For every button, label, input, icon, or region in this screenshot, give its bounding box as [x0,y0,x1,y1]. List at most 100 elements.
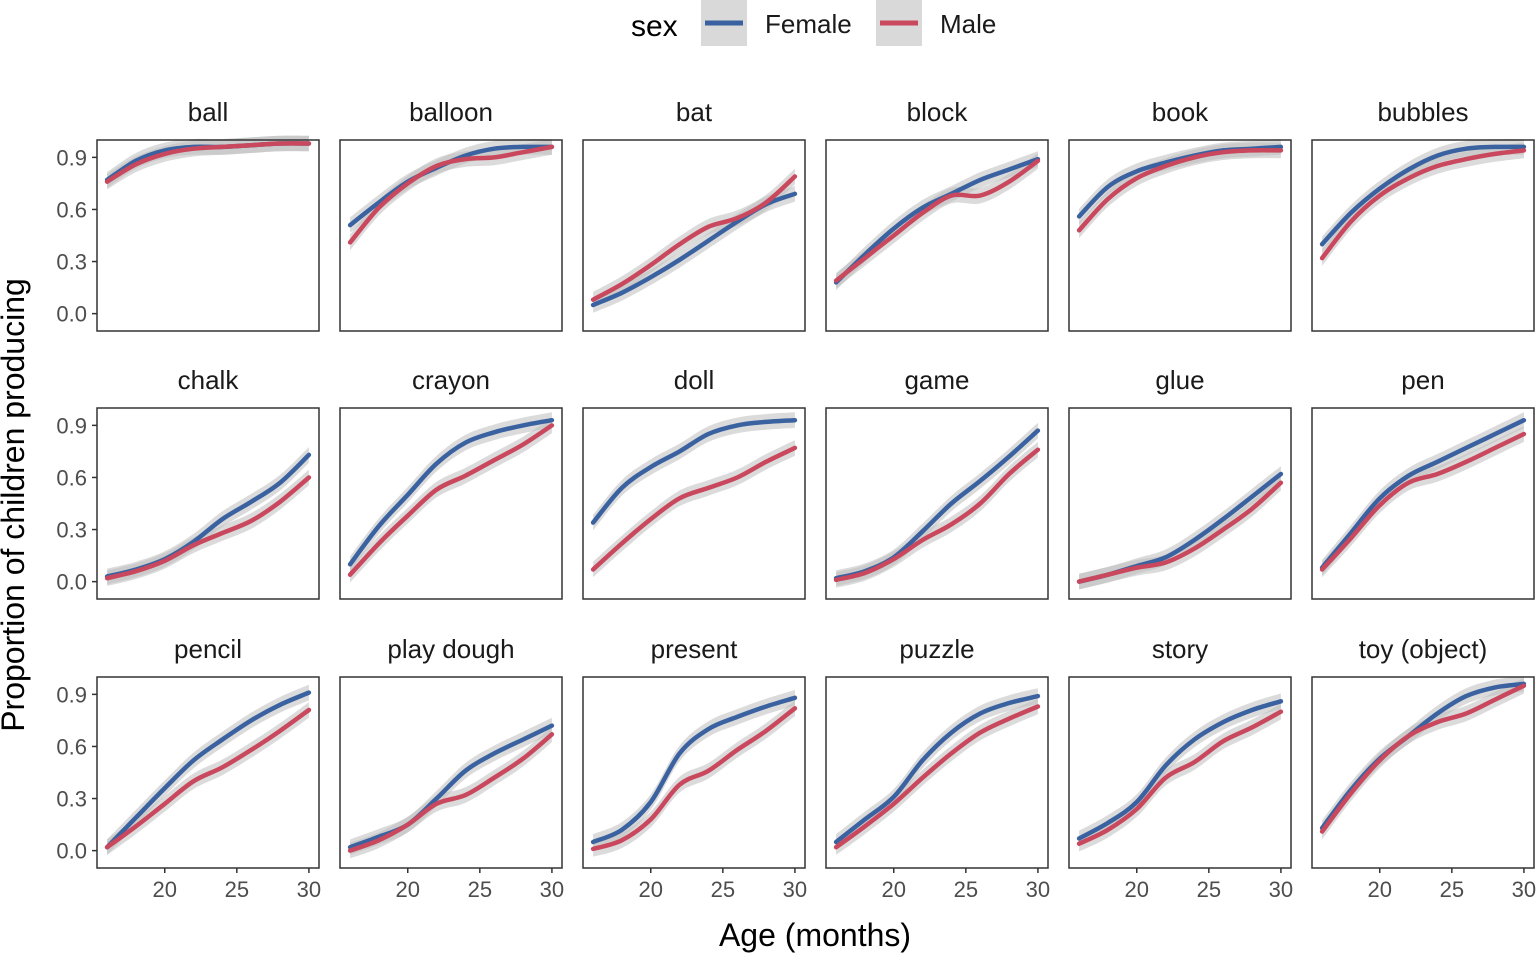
panel-bubbles: bubbles [1311,97,1535,332]
panel-title: balloon [409,97,493,127]
series-line-male [833,447,1041,583]
panel-background [340,140,562,331]
ribbon-male [107,702,309,855]
legend-title: sex [631,10,678,43]
ribbon-male [593,168,795,308]
series-line-female [347,723,555,850]
series-line-male [347,732,555,853]
panel-border [1068,676,1292,869]
legend-label-male: Male [940,9,996,39]
y-tick-label: 0.3 [56,518,87,543]
series-line-female [1319,144,1527,247]
panel-border [825,676,1049,869]
series-line-male [347,423,555,577]
y-tick-label: 0.0 [56,302,87,327]
y-tick-label: 0.6 [56,197,87,222]
panel-block: block [825,97,1049,332]
panel-border [1068,139,1292,332]
panels: ball 0.0 0.3 0.6 0.9 balloon bat block book bubbl… [56,97,1536,902]
ribbon-male [350,726,552,859]
x-tick-label: 30 [1269,877,1293,902]
panel-title: puzzle [899,634,974,664]
legend-label-female: Female [765,9,852,39]
x-tick-label: 30 [1512,877,1536,902]
x-tick-label: 25 [225,877,249,902]
series-line-male [1076,709,1284,846]
series-line-female [590,695,798,845]
panel-glue: glue [1068,365,1292,600]
panel-border [1068,407,1292,600]
ribbon-female [593,412,795,531]
y-tick-label: 0.0 [56,839,87,864]
panel-title: pencil [174,634,242,664]
series-line-male [104,707,312,850]
x-tick-label: 25 [954,877,978,902]
x-tick-label: 25 [1197,877,1221,902]
series-line-male [1076,480,1284,584]
ribbon-male [836,698,1038,855]
ribbon-male [107,469,309,586]
series-line-male [104,475,312,581]
panel-title: game [904,365,969,395]
panel-game: game [825,365,1049,600]
series-line-male [1319,683,1527,834]
panel-border [825,139,1049,332]
y-tick-label: 0.6 [56,465,87,490]
series-line-male [1319,148,1527,261]
series-line-female [590,417,798,525]
series-line-male [833,704,1041,850]
panel-book: book [1068,97,1292,332]
panel-background [1312,677,1534,868]
panel-title: block [907,97,969,127]
y-tick-label: 0.3 [56,250,87,275]
panel-title: play dough [387,634,514,664]
y-tick-label: 0.9 [56,413,87,438]
panel-background [1069,140,1291,331]
panel-border [582,676,806,869]
series-line-male [1076,148,1284,233]
x-tick-label: 20 [639,877,663,902]
panel-title: book [1152,97,1209,127]
x-tick-label: 25 [468,877,492,902]
ribbon-female [350,412,552,573]
panel-balloon: balloon [339,97,563,332]
panel-toy-object: toy (object) 20 25 30 [1311,634,1536,902]
panel-story: story 20 25 30 [1068,634,1293,902]
x-tick-label: 20 [153,877,177,902]
y-tick-label: 0.0 [56,570,87,595]
ribbon-male [107,135,309,190]
panel-title: chalk [178,365,240,395]
legend: sex Female Male [631,0,996,46]
x-tick-label: 25 [711,877,735,902]
x-tick-label: 25 [1440,877,1464,902]
x-tick-label: 20 [1368,877,1392,902]
panel-border [825,407,1049,600]
series-line-male [590,174,798,302]
x-tick-label: 30 [783,877,807,902]
x-tick-label: 30 [1026,877,1050,902]
panel-title: present [651,634,738,664]
panel-ball: ball 0.0 0.3 0.6 0.9 [56,97,320,332]
panel-title: bat [676,97,713,127]
panel-border [339,407,563,600]
series-line-female [833,693,1041,845]
panel-title: bubbles [1377,97,1468,127]
panel-present: present 20 25 30 [582,634,807,902]
ribbon-male [1322,426,1524,578]
y-tick-label: 0.6 [56,734,87,759]
series-line-male [104,141,312,184]
series-line-male [590,445,798,572]
x-axis-title: Age (months) [719,917,911,953]
panel-crayon: crayon [339,365,563,600]
series-line-male [347,144,555,245]
series-line-female [1076,699,1284,841]
x-tick-label: 20 [1125,877,1149,902]
panel-play-dough: play dough 20 25 30 [339,634,564,902]
panel-border [96,407,320,600]
panel-border [1311,676,1535,869]
series-line-male [590,706,798,852]
x-tick-label: 30 [540,877,564,902]
panel-title: pen [1401,365,1444,395]
panel-border [339,676,563,869]
